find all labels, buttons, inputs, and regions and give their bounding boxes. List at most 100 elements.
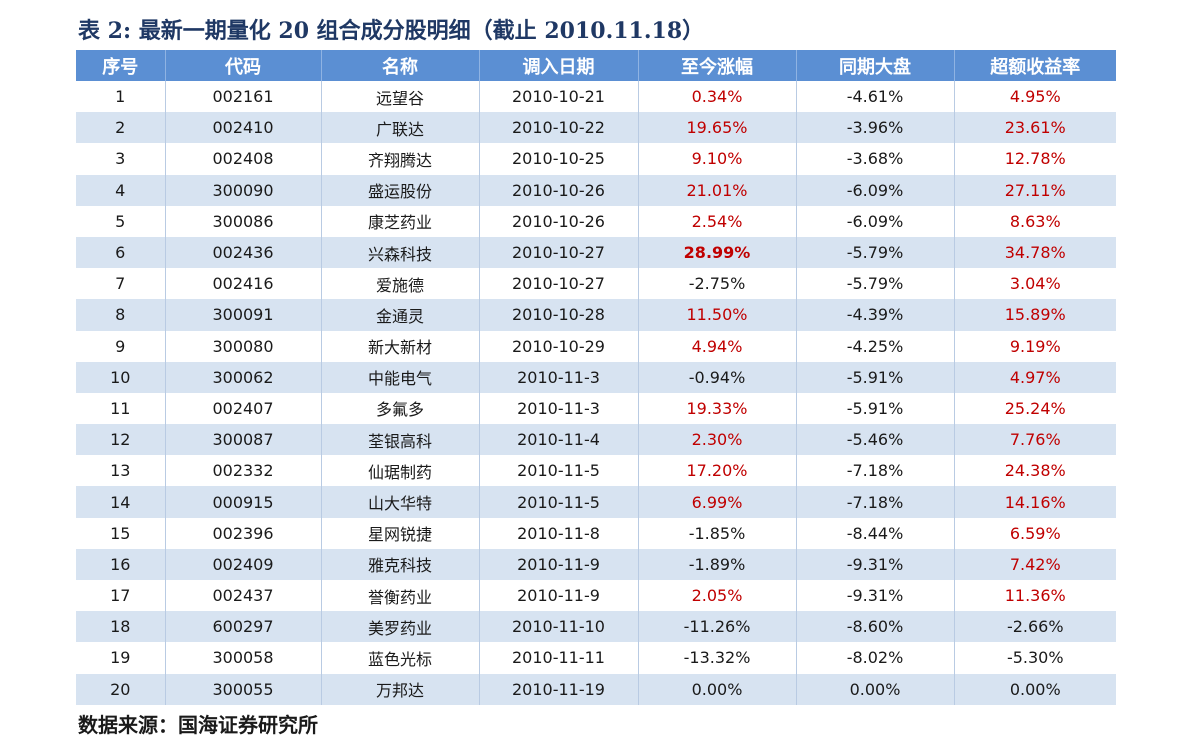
- date-cell: 2010-10-26: [479, 205, 639, 237]
- index-cell: 16: [76, 548, 166, 580]
- index-cell: 20: [76, 673, 166, 705]
- table-row: 10 300062 中能电气 2010-11-3 -0.94% -5.91% 4.97%: [76, 361, 1116, 393]
- name-cell: 远望谷: [321, 81, 480, 113]
- date-cell: 2010-11-10: [479, 611, 639, 643]
- market-cell: -5.79%: [796, 236, 955, 269]
- date-cell: 2010-10-27: [479, 268, 639, 300]
- index-cell: 19: [76, 642, 166, 674]
- table-row: 3 002408 齐翔腾达 2010-10-25 9.10% -3.68% 12.78%: [76, 143, 1116, 175]
- index-cell: 3: [76, 143, 166, 175]
- gain-cell: -1.89%: [638, 548, 797, 580]
- header-name: 名称: [321, 50, 480, 81]
- market-cell: -5.91%: [796, 361, 955, 393]
- gain-cell: -0.94%: [638, 361, 797, 393]
- market-cell: -5.91%: [796, 392, 955, 425]
- code-cell: 300091: [165, 299, 322, 331]
- table-row: 12 300087 荃银高科 2010-11-4 2.30% -5.46% 7.76%: [76, 424, 1116, 456]
- code-cell: 002408: [165, 143, 322, 175]
- market-cell: -3.96%: [796, 112, 955, 144]
- excess-cell: 4.97%: [954, 361, 1116, 393]
- date-cell: 2010-11-9: [479, 548, 639, 580]
- market-cell: -8.60%: [796, 611, 955, 643]
- name-cell: 万邦达: [321, 673, 480, 705]
- date-cell: 2010-11-5: [479, 455, 639, 487]
- market-cell: -6.09%: [796, 174, 955, 206]
- code-cell: 300055: [165, 673, 322, 705]
- table-row: 17 002437 誉衡药业 2010-11-9 2.05% -9.31% 11.36%: [76, 580, 1116, 612]
- index-cell: 2: [76, 112, 166, 144]
- code-cell: 002396: [165, 517, 322, 549]
- date-cell: 2010-10-25: [479, 143, 639, 175]
- gain-cell: -13.32%: [638, 642, 797, 674]
- date-cell: 2010-10-22: [479, 112, 639, 144]
- date-cell: 2010-10-28: [479, 299, 639, 331]
- table-row: 16 002409 雅克科技 2010-11-9 -1.89% -9.31% 7.42%: [76, 548, 1116, 580]
- market-cell: -9.31%: [796, 548, 955, 580]
- gain-cell: 9.10%: [638, 143, 797, 175]
- name-cell: 中能电气: [321, 361, 480, 393]
- gain-cell: 28.99%: [638, 236, 797, 269]
- market-cell: -7.18%: [796, 455, 955, 487]
- excess-cell: 27.11%: [954, 174, 1116, 206]
- table-body: 1 002161 远望谷 2010-10-21 0.34% -4.61% 4.95% 2 002…: [76, 81, 1116, 705]
- code-cell: 300087: [165, 424, 322, 456]
- index-cell: 13: [76, 455, 166, 487]
- name-cell: 广联达: [321, 112, 480, 144]
- code-cell: 002437: [165, 580, 322, 612]
- excess-cell: 12.78%: [954, 143, 1116, 175]
- table-row: 8 300091 金通灵 2010-10-28 11.50% -4.39% 15.89%: [76, 299, 1116, 331]
- code-cell: 002161: [165, 81, 322, 113]
- excess-cell: 14.16%: [954, 486, 1116, 518]
- header-code: 代码: [165, 50, 322, 81]
- excess-cell: 24.38%: [954, 455, 1116, 487]
- index-cell: 4: [76, 174, 166, 206]
- gain-cell: -2.75%: [638, 268, 797, 300]
- code-cell: 300080: [165, 330, 322, 362]
- excess-cell: -2.66%: [954, 611, 1116, 643]
- excess-cell: 7.42%: [954, 548, 1116, 580]
- code-cell: 300062: [165, 361, 322, 393]
- name-cell: 誉衡药业: [321, 580, 480, 612]
- table-row: 18 600297 美罗药业 2010-11-10 -11.26% -8.60% -2.66…: [76, 611, 1116, 643]
- code-cell: 002407: [165, 392, 322, 425]
- market-cell: -6.09%: [796, 205, 955, 237]
- table-row: 15 002396 星网锐捷 2010-11-8 -1.85% -8.44% 6.59%: [76, 517, 1116, 549]
- name-cell: 山大华特: [321, 486, 480, 518]
- index-cell: 10: [76, 361, 166, 393]
- table-header-row: 序号 代码 名称 调入日期 至今涨幅 同期大盘 超额收益率: [76, 50, 1116, 81]
- name-cell: 爱施德: [321, 268, 480, 300]
- gain-cell: 21.01%: [638, 174, 797, 206]
- name-cell: 荃银高科: [321, 424, 480, 456]
- header-excess: 超额收益率: [954, 50, 1116, 81]
- index-cell: 17: [76, 580, 166, 612]
- code-cell: 002332: [165, 455, 322, 487]
- code-cell: 002416: [165, 268, 322, 300]
- gain-cell: 2.54%: [638, 205, 797, 237]
- table-row: 14 000915 山大华特 2010-11-5 6.99% -7.18% 14.16%: [76, 486, 1116, 518]
- date-cell: 2010-10-27: [479, 236, 639, 269]
- gain-cell: 17.20%: [638, 455, 797, 487]
- index-cell: 18: [76, 611, 166, 643]
- date-cell: 2010-10-21: [479, 81, 639, 113]
- code-cell: 002410: [165, 112, 322, 144]
- code-cell: 300090: [165, 174, 322, 206]
- excess-cell: 23.61%: [954, 112, 1116, 144]
- table-row: 13 002332 仙琚制药 2010-11-5 17.20% -7.18% 24.38%: [76, 455, 1116, 487]
- excess-cell: 25.24%: [954, 392, 1116, 425]
- excess-cell: 3.04%: [954, 268, 1116, 300]
- excess-cell: 6.59%: [954, 517, 1116, 549]
- market-cell: -4.25%: [796, 330, 955, 362]
- excess-cell: 8.63%: [954, 205, 1116, 237]
- code-cell: 002436: [165, 236, 322, 269]
- code-cell: 300086: [165, 205, 322, 237]
- gain-cell: 2.30%: [638, 424, 797, 456]
- header-gain: 至今涨幅: [638, 50, 797, 81]
- excess-cell: -5.30%: [954, 642, 1116, 674]
- gain-cell: 0.00%: [638, 673, 797, 705]
- date-cell: 2010-10-26: [479, 174, 639, 206]
- gain-cell: 19.65%: [638, 112, 797, 144]
- excess-cell: 15.89%: [954, 299, 1116, 331]
- stock-table: 序号 代码 名称 调入日期 至今涨幅 同期大盘 超额收益率 1 002161 远望谷…: [76, 50, 1116, 705]
- market-cell: 0.00%: [796, 673, 955, 705]
- market-cell: -8.44%: [796, 517, 955, 549]
